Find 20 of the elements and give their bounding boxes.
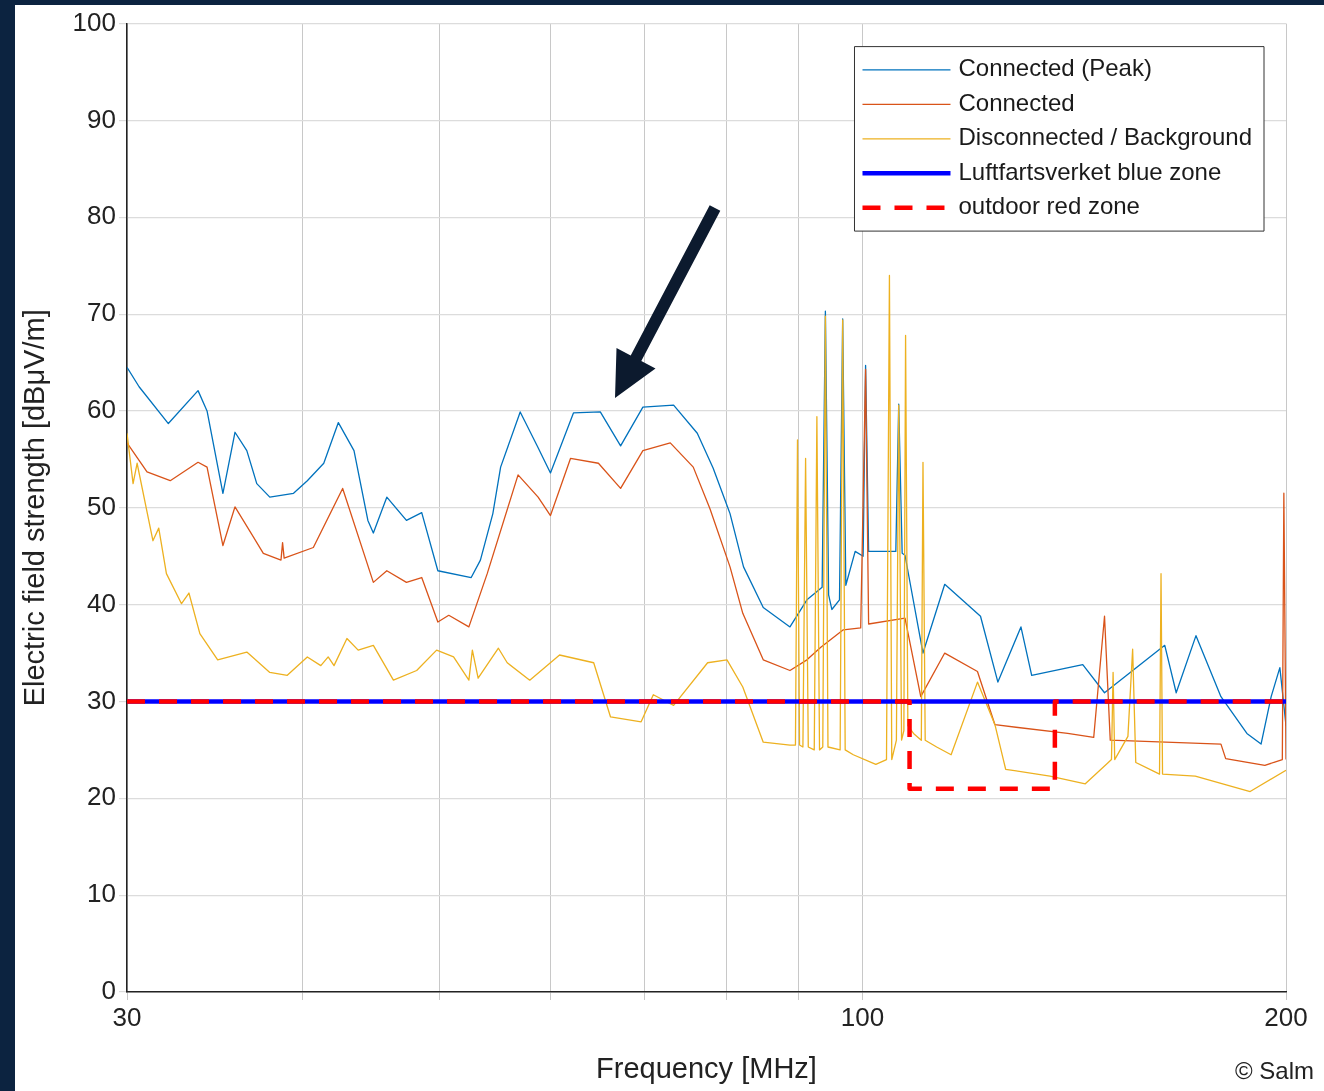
x-tick-label: 100 — [840, 1001, 885, 1032]
y-tick-label: 20 — [87, 781, 116, 812]
y-axis-title: Electric field strength [dBμV/m] — [18, 309, 51, 707]
text: © Salm — [1234, 1057, 1314, 1085]
legend-label: Disconnected / Background — [958, 123, 1253, 151]
x-axis-title: Frequency [MHz] — [596, 1051, 817, 1084]
y-tick-label: 90 — [87, 103, 116, 134]
y-tick-label: 80 — [87, 200, 116, 231]
x-tick-label: 200 — [1264, 1001, 1308, 1032]
y-tick-label: 100 — [72, 6, 116, 37]
y-tick-label: 60 — [87, 394, 116, 425]
legend-label: Luftfartsverket blue zone — [958, 157, 1222, 185]
y-tick-label: 50 — [87, 490, 116, 521]
y-tick-label: 30 — [87, 684, 116, 715]
y-tick-label: 70 — [87, 297, 116, 328]
y-tick-label: 10 — [87, 878, 116, 909]
y-tick-label: 40 — [87, 587, 116, 618]
legend-label: outdoor red zone — [958, 192, 1140, 220]
legend-label: Connected — [958, 88, 1075, 116]
legend-label: Connected (Peak) — [958, 54, 1152, 82]
